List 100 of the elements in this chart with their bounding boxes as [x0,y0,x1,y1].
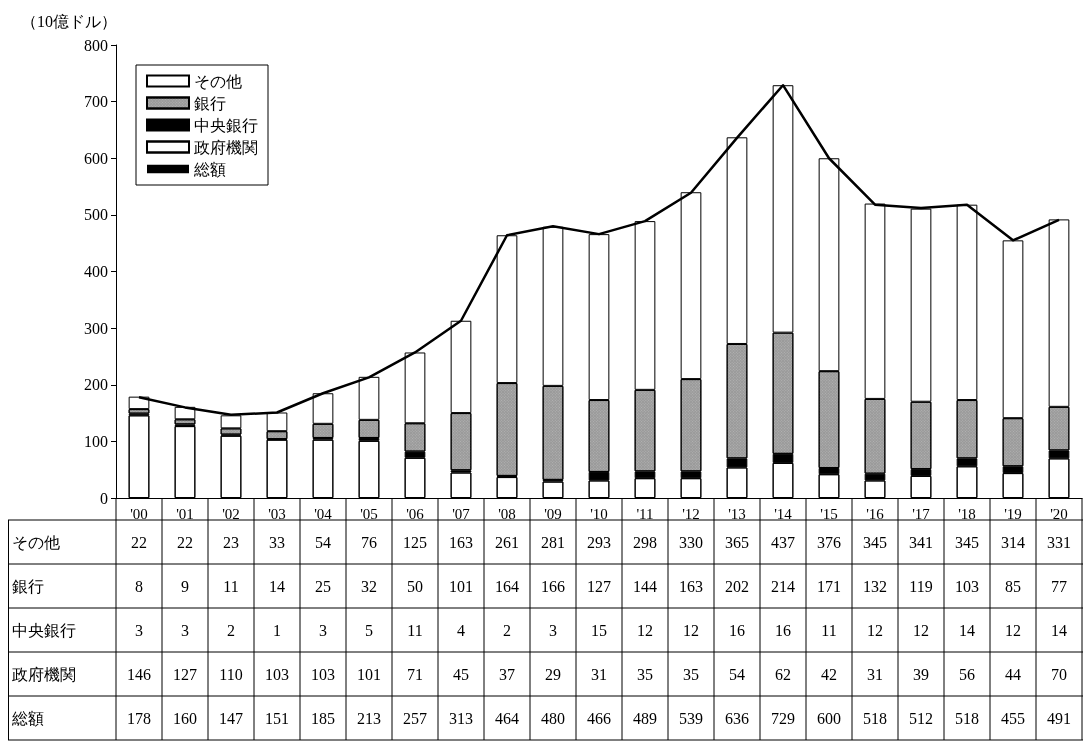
data-label: 185 [311,709,335,727]
data-label: 202 [725,577,749,595]
data-label: 12 [637,621,653,639]
data-label: 37 [499,665,515,683]
data-label: 3 [549,621,557,639]
data-label: 22 [177,533,193,551]
data-label: 16 [775,621,791,639]
data-label: 147 [219,709,243,727]
data-label: 110 [219,665,243,683]
data-label: 330 [679,533,703,551]
x-tick-label: '17 [912,505,931,522]
x-tick-label: '13 [728,505,746,522]
data-label: 70 [1051,665,1067,683]
legend-label: 銀行 [194,94,226,112]
data-label: 214 [771,577,795,595]
x-tick-label: '11 [636,505,654,522]
data-label: 455 [1001,709,1025,727]
data-label: 512 [909,709,933,727]
text: 政府機関 [12,665,76,683]
text: その他 [12,533,60,551]
data-label: 16 [729,621,745,639]
data-label: 12 [1005,621,1021,639]
data-label: 171 [817,577,841,595]
data-label: 1 [273,621,281,639]
data-label: 518 [863,709,887,727]
data-label: 31 [591,665,607,683]
data-label: 62 [775,665,791,683]
legend-label: その他 [194,72,242,90]
data-label: 14 [1051,621,1067,639]
data-label: 85 [1005,577,1021,595]
x-tick-label: '18 [958,505,976,522]
data-label: 33 [269,533,285,551]
x-tick-label: '12 [682,505,700,522]
data-label: 50 [407,577,423,595]
data-label: 2 [503,621,511,639]
data-label: 313 [449,709,473,727]
y-tick-label: 0 [100,489,108,507]
data-label: 35 [637,665,653,683]
data-label: 101 [357,665,381,683]
data-label: 127 [587,577,611,595]
data-label: 12 [867,621,883,639]
data-label: 14 [269,577,285,595]
data-label: 146 [127,665,151,683]
data-label: 45 [453,665,469,683]
data-label: 31 [867,665,883,683]
data-label: 56 [959,665,975,683]
data-label: 39 [913,665,929,683]
data-label: 2 [227,621,235,639]
text: 中央銀行 [12,621,76,639]
data-label: 25 [315,577,331,595]
text: 総額 [12,709,44,727]
data-label: 5 [365,621,373,639]
data-label: 729 [771,709,795,727]
x-tick-label: '09 [544,505,562,522]
x-tick-label: '16 [866,505,885,522]
data-label: 103 [265,665,289,683]
y-tick-label: 400 [84,263,108,280]
data-label: 103 [311,665,335,683]
data-label: 464 [495,709,519,727]
data-label: 9 [181,577,189,595]
data-label: 345 [863,533,887,551]
data-label: 54 [729,665,745,683]
data-label: 261 [495,533,519,551]
data-label: 178 [127,709,151,727]
legend-label: 中央銀行 [194,116,258,134]
data-label: 11 [821,621,837,639]
data-label: 23 [223,533,239,551]
y-tick-label: 200 [84,376,108,394]
data-label: 341 [909,533,933,551]
legend-label: 政府機関 [194,138,258,156]
data-label: 345 [955,533,979,551]
data-label: 491 [1047,709,1071,727]
data-label: 437 [771,533,795,551]
data-label: 8 [135,577,143,595]
x-tick-label: '04 [314,505,333,522]
data-label: 166 [541,577,565,595]
y-axis-title: （10億ドル） [21,12,117,30]
data-label: 160 [173,709,197,727]
data-label: 376 [817,533,841,551]
data-label: 127 [173,665,197,683]
data-label: 76 [361,533,377,551]
data-label: 331 [1047,533,1071,551]
data-label: 600 [817,709,841,727]
data-label: 12 [683,621,699,639]
data-label: 213 [357,709,381,727]
data-label: 101 [449,577,473,595]
data-label: 163 [449,533,473,551]
data-label: 151 [265,709,289,727]
data-label: 54 [315,533,331,551]
x-tick-label: '01 [176,505,194,522]
data-label: 22 [131,533,147,551]
data-label: 15 [591,621,607,639]
text: 銀行 [12,577,44,595]
data-label: 119 [909,577,933,595]
data-label: 3 [181,621,189,639]
x-tick-label: '20 [1050,505,1068,522]
y-tick-label: 700 [84,93,108,111]
data-label: 257 [403,709,427,727]
data-label: 164 [495,577,519,595]
data-label: 3 [319,621,327,639]
